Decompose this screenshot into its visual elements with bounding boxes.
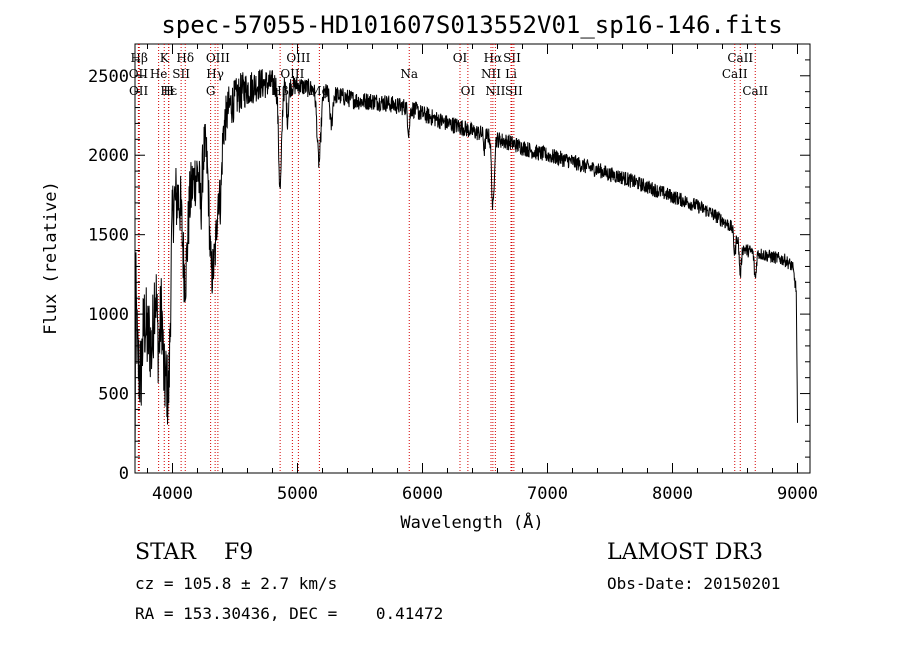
- y-tick-label: 2000: [88, 146, 129, 166]
- x-tick-label: 4000: [152, 484, 193, 504]
- line-marker-label: Hδ: [176, 51, 194, 65]
- line-marker-label: He: [150, 67, 168, 81]
- x-axis: 4000 5000 6000 7000 8000 9000: [147, 44, 818, 504]
- line-marker-label: OI: [453, 51, 468, 65]
- line-marker-label: OI: [461, 84, 476, 98]
- line-marker-label: CaII: [727, 51, 753, 65]
- spectrum-line: [134, 69, 798, 463]
- line-marker-label: CaII: [722, 67, 748, 81]
- y-tick-label: 1500: [88, 226, 129, 246]
- line-marker-label: OIII: [206, 51, 230, 65]
- line-marker-label: OIII: [286, 51, 310, 65]
- line-marker-label: OIII: [280, 67, 304, 81]
- object-class: STAR F9: [135, 540, 254, 565]
- line-marker-label: Hβ: [131, 51, 148, 65]
- x-tick-label: 7000: [527, 484, 568, 504]
- observation-date: Obs-Date: 20150201: [607, 574, 781, 593]
- line-marker-label: K: [160, 51, 170, 65]
- line-marker-label: CaII: [742, 84, 768, 98]
- x-tick-label: 6000: [402, 484, 443, 504]
- line-marker-label: SII: [172, 67, 190, 81]
- line-marker-label: SII: [505, 84, 523, 98]
- line-marker-label: SII: [503, 51, 521, 65]
- plot-frame: [134, 43, 811, 474]
- line-marker-label: Hα: [484, 51, 503, 65]
- y-axis-label: Flux (relative): [41, 181, 61, 335]
- x-tick-label: 5000: [277, 484, 318, 504]
- survey-name: LAMOST DR3: [607, 540, 763, 565]
- line-marker-label: H: [163, 84, 173, 98]
- line-marker-label: NII: [485, 84, 505, 98]
- y-axis: 0 500 1000 1500 2000 2500: [88, 59, 810, 484]
- line-marker-label: Na: [400, 67, 418, 81]
- x-tick-label: 9000: [777, 484, 818, 504]
- line-marker-label: Li: [505, 67, 517, 81]
- line-marker-label: G: [206, 84, 216, 98]
- line-marker-label: Hε: [160, 84, 177, 98]
- line-marker-label: Hγ: [206, 67, 224, 81]
- y-tick-label: 0: [119, 464, 129, 484]
- redshift-value: cz = 105.8 ± 2.7 km/s: [135, 574, 338, 593]
- y-tick-label: 1000: [88, 305, 129, 325]
- line-marker-label: OII: [129, 84, 149, 98]
- spectrum-group: [134, 69, 798, 463]
- y-tick-label: 2500: [88, 67, 129, 87]
- x-axis-label: Wavelength (Å): [400, 511, 543, 533]
- line-marker-label: NII: [481, 67, 501, 81]
- chart-title: spec-57055-HD101607S013552V01_sp16-146.f…: [161, 11, 782, 39]
- coordinates: RA = 153.30436, DEC = 0.41472: [135, 604, 444, 623]
- y-tick-label: 500: [98, 385, 129, 405]
- x-tick-label: 8000: [652, 484, 693, 504]
